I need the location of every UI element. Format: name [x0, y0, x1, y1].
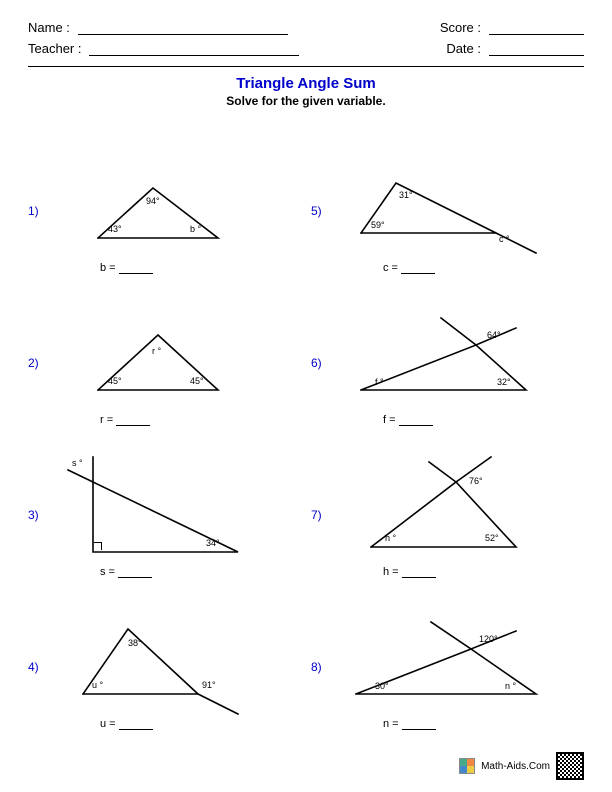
problems-grid: 1) 94° 43° b ° b = 5) 31° 59° c	[28, 126, 584, 730]
answer-prefix: c =	[383, 262, 401, 274]
triangle-figure: 38° u ° 91°	[58, 604, 278, 714]
angle-ext: 64°	[487, 330, 501, 340]
angle-left: 30°	[375, 681, 389, 691]
answer-line: f =	[383, 414, 584, 426]
teacher-line	[89, 55, 299, 56]
triangle-figure: r ° 45° 45°	[58, 300, 278, 410]
angle-top: 31°	[399, 190, 413, 200]
answer-line: b =	[100, 262, 301, 274]
problem-number: 6)	[311, 356, 341, 410]
name-label: Name :	[28, 20, 70, 35]
angle-right: 34°	[206, 538, 220, 548]
angle-left: 45°	[108, 376, 122, 386]
answer-prefix: b =	[100, 262, 119, 274]
header-row-2: Teacher : Date :	[28, 41, 584, 56]
date-label: Date :	[446, 41, 481, 56]
angle-top: r °	[152, 346, 161, 356]
problem-2: 2) r ° 45° 45° r =	[28, 278, 301, 426]
problem-number: 1)	[28, 204, 58, 258]
answer-prefix: u =	[100, 718, 119, 730]
site-name: Math-Aids.Com	[481, 761, 550, 772]
page-footer: Math-Aids.Com	[459, 752, 584, 780]
problem-number: 4)	[28, 660, 58, 714]
score-label: Score :	[440, 20, 481, 35]
angle-right: 52°	[485, 533, 499, 543]
problem-3: 3) s ° 34° s =	[28, 430, 301, 578]
problem-4: 4) 38° u ° 91° u =	[28, 582, 301, 730]
name-line	[78, 34, 288, 35]
problem-number: 8)	[311, 660, 341, 714]
angle-ext: 76°	[469, 476, 483, 486]
problem-number: 2)	[28, 356, 58, 410]
triangle-figure: 64° f ° 32°	[341, 300, 561, 410]
angle-ext: 120°	[479, 634, 498, 644]
date-field: Date :	[446, 41, 584, 56]
angle-right: n °	[505, 681, 516, 691]
angle-right: 32°	[497, 377, 511, 387]
right-angle-icon	[94, 542, 102, 550]
angle-right: 45°	[190, 376, 204, 386]
answer-line: s =	[100, 566, 301, 578]
teacher-field: Teacher :	[28, 41, 299, 56]
angle-ext: c °	[499, 234, 510, 244]
angle-ext: 91°	[202, 680, 216, 690]
angle-left: h °	[385, 533, 396, 543]
teacher-label: Teacher :	[28, 41, 81, 56]
problem-6: 6) 64° f ° 32° f =	[311, 278, 584, 426]
answer-line: n =	[383, 718, 584, 730]
angle-left: 43°	[108, 224, 122, 234]
worksheet-subtitle: Solve for the given variable.	[28, 94, 584, 108]
answer-line: u =	[100, 718, 301, 730]
score-field: Score :	[440, 20, 584, 35]
angle-top: 38°	[128, 638, 142, 648]
score-line	[489, 34, 584, 35]
problem-number: 3)	[28, 508, 58, 562]
angle-left: f °	[375, 377, 384, 387]
angle-ext: s °	[72, 458, 83, 468]
name-field: Name :	[28, 20, 288, 35]
triangle-figure: 31° 59° c °	[341, 148, 561, 258]
answer-line: h =	[383, 566, 584, 578]
angle-left: u °	[92, 680, 103, 690]
problem-number: 7)	[311, 508, 341, 562]
header-divider	[28, 66, 584, 67]
worksheet-title: Triangle Angle Sum	[28, 75, 584, 92]
problem-5: 5) 31° 59° c ° c =	[311, 126, 584, 274]
answer-prefix: h =	[383, 566, 402, 578]
problem-7: 7) 76° h ° 52° h =	[311, 430, 584, 578]
date-line	[489, 55, 584, 56]
angle-right: b °	[190, 224, 201, 234]
answer-line: c =	[383, 262, 584, 274]
triangle-figure: s ° 34°	[58, 452, 278, 562]
answer-prefix: f =	[383, 414, 399, 426]
triangle-figure: 120° 30° n °	[341, 604, 561, 714]
triangle-figure: 76° h ° 52°	[341, 452, 561, 562]
problem-number: 5)	[311, 204, 341, 258]
site-logo-icon	[459, 758, 475, 774]
header-row-1: Name : Score :	[28, 20, 584, 35]
problem-1: 1) 94° 43° b ° b =	[28, 126, 301, 274]
problem-8: 8) 120° 30° n ° n =	[311, 582, 584, 730]
answer-prefix: n =	[383, 718, 402, 730]
angle-left: 59°	[371, 220, 385, 230]
answer-line: r =	[100, 414, 301, 426]
answer-prefix: s =	[100, 566, 118, 578]
triangle-figure: 94° 43° b °	[58, 148, 278, 258]
qr-code-icon	[556, 752, 584, 780]
angle-top: 94°	[146, 196, 160, 206]
answer-prefix: r =	[100, 414, 116, 426]
